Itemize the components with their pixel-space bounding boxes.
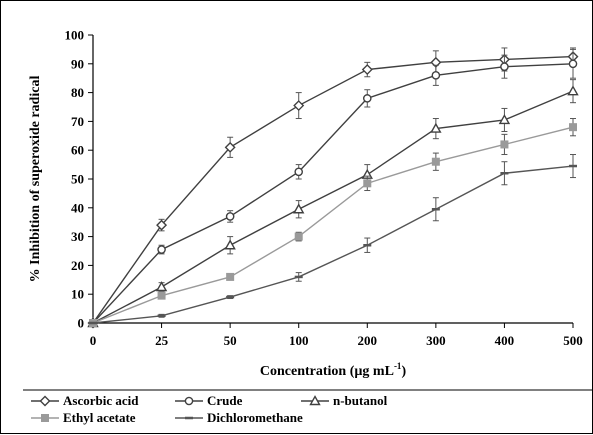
series-ethyl-acetate [89, 118, 577, 327]
series-n-butanol [87, 79, 579, 328]
data-point [157, 291, 166, 300]
x-axis-label-main: Concentration (µg mL [260, 364, 394, 379]
x-axis-label-superscript: -1 [394, 361, 402, 371]
legend-swatch-marker [184, 396, 194, 406]
x-axis-label-tail: ) [401, 364, 406, 379]
series-line [92, 90, 574, 324]
series-line [92, 165, 574, 324]
legend-label: Ascorbic acid [63, 393, 139, 408]
data-point [430, 122, 442, 133]
data-point [293, 203, 305, 214]
data-point [226, 272, 235, 281]
legend-label: Ethyl acetate [63, 410, 136, 425]
series-dichloromethane [89, 154, 577, 325]
y-tick-label: 100 [65, 28, 85, 43]
data-point [294, 232, 303, 241]
data-point [155, 281, 168, 292]
data-point [431, 157, 440, 166]
y-tick-label: 40 [71, 200, 84, 215]
legend-item: Ascorbic acid [31, 393, 139, 408]
legend-label: Dichloromethane [207, 410, 303, 425]
x-tick-label: 500 [563, 333, 583, 348]
data-point [157, 245, 166, 254]
legend-item: Crude [175, 393, 243, 408]
legend: Ascorbic acid Crude n-butanol Ethyl acetate… [23, 389, 593, 425]
data-point [156, 219, 168, 231]
data-point [498, 114, 511, 125]
series-layer [87, 47, 579, 329]
y-tick-label: 20 [71, 258, 84, 273]
legend-label: n-butanol [333, 393, 388, 408]
data-point [224, 141, 236, 153]
data-point [225, 212, 235, 221]
data-point [500, 62, 509, 71]
y-tick-label: 60 [71, 143, 84, 158]
x-tick-label: 100 [289, 333, 309, 348]
x-tick-label: 25 [155, 333, 169, 348]
series-line [92, 126, 574, 324]
y-tick-label: 30 [71, 229, 84, 244]
data-point [568, 59, 578, 69]
data-point [294, 167, 304, 177]
y-axis-label: % Inhibition of superoxide radical [28, 76, 43, 283]
legend-swatch-marker [39, 395, 51, 407]
data-point [567, 85, 579, 96]
y-tick-label: 0 [78, 316, 85, 331]
data-point [431, 71, 441, 80]
series-line [92, 55, 574, 324]
series-line [92, 63, 574, 324]
data-point [293, 100, 305, 112]
legend-item: Ethyl acetate [31, 410, 136, 425]
y-tick-label: 50 [71, 172, 84, 187]
legend-item: n-butanol [301, 393, 388, 408]
data-point [362, 94, 372, 103]
data-point [500, 140, 509, 149]
y-tick-label: 80 [71, 85, 84, 100]
legend-item: Dichloromethane [175, 410, 303, 425]
data-point [569, 123, 577, 132]
x-tick-label: 300 [426, 333, 446, 348]
y-tick-label: 90 [71, 56, 84, 71]
data-point [224, 239, 236, 250]
y-tick-label: 70 [71, 114, 84, 129]
x-tick-label: 200 [358, 333, 378, 348]
legend-label: Crude [207, 393, 243, 408]
x-axis-label: Concentration (µg mL-1) [260, 361, 407, 379]
series-crude [88, 48, 578, 328]
legend-swatch-marker [41, 414, 49, 422]
x-tick-label: 0 [90, 333, 97, 348]
data-point [361, 64, 373, 76]
y-tick-label: 10 [71, 287, 84, 302]
axes: 0 10 20 30 40 50 60 70 80 90 100 0 25 50 100 200 300 400 5… [65, 28, 583, 349]
x-tick-label: 400 [495, 333, 515, 348]
x-tick-label: 50 [224, 333, 237, 348]
data-point [363, 179, 372, 188]
legend-swatch-marker [309, 395, 321, 406]
